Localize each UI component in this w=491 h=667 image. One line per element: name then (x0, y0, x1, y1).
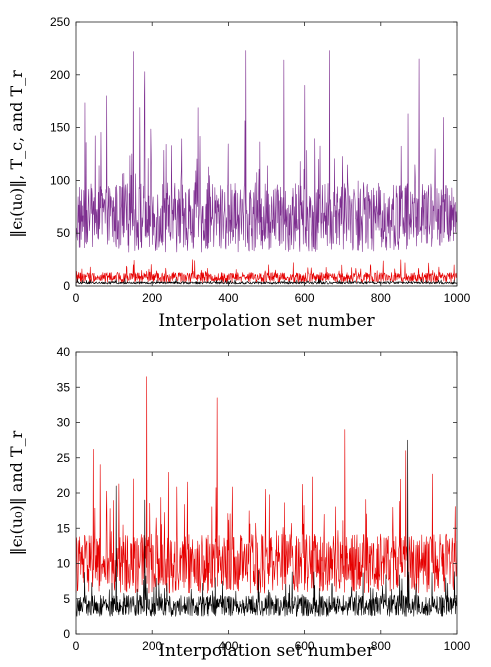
x-tick-label: 1000 (444, 291, 471, 305)
x-tick-label: 0 (73, 639, 80, 653)
x-tick-label: 400 (218, 639, 238, 653)
y-tick-label: 15 (57, 521, 71, 535)
x-tick-label: 200 (142, 639, 162, 653)
y-tick-label: 0 (63, 627, 70, 641)
x-tick-label: 800 (371, 291, 391, 305)
x-axis-label: Interpolation set number (158, 311, 375, 331)
x-tick-label: 400 (218, 291, 238, 305)
y-tick-label: 200 (50, 68, 70, 82)
x-tick-label: 800 (371, 639, 391, 653)
series-line-1 (75, 50, 458, 253)
y-tick-label: 30 (57, 416, 71, 430)
series-line-2 (75, 439, 458, 617)
y-tick-label: 150 (50, 121, 70, 135)
y-tick-label: 35 (57, 380, 71, 394)
y-tick-label: 100 (50, 173, 70, 187)
top-chart: 0 200 400 600 800 1000 0 50 100 150 200 250 Interpol… (7, 15, 471, 331)
x-axis-label: Interpolation set number (158, 641, 375, 661)
y-axis-label: ‖ϵₗ(u₀)‖, T_c, and T_r (7, 70, 26, 238)
series-line-2 (75, 259, 458, 283)
y-tick-label: 10 (57, 557, 71, 571)
y-tick-label: 20 (57, 486, 71, 500)
x-tick-label: 600 (295, 639, 315, 653)
plot-frame (75, 21, 458, 287)
x-tick-label: 1000 (444, 639, 471, 653)
x-tick-label: 600 (295, 291, 315, 305)
y-tick-label: 40 (57, 345, 71, 359)
bottom-chart: 0 200 400 600 800 1000 0 5 10 15 20 25 30 35 40 Interpo… (7, 345, 471, 661)
y-tick-label: 50 (57, 226, 71, 240)
x-tick-label: 200 (142, 291, 162, 305)
series-line-3 (75, 278, 458, 285)
y-tick-label: 25 (57, 451, 71, 465)
y-tick-label: 5 (63, 592, 70, 606)
x-tick-label: 0 (73, 291, 80, 305)
series-line-1 (75, 376, 458, 594)
y-tick-label: 250 (50, 15, 70, 29)
y-tick-label: 0 (63, 279, 70, 293)
y-axis-label: ‖ϵₗ(u₀)‖ and T_r (7, 430, 26, 555)
